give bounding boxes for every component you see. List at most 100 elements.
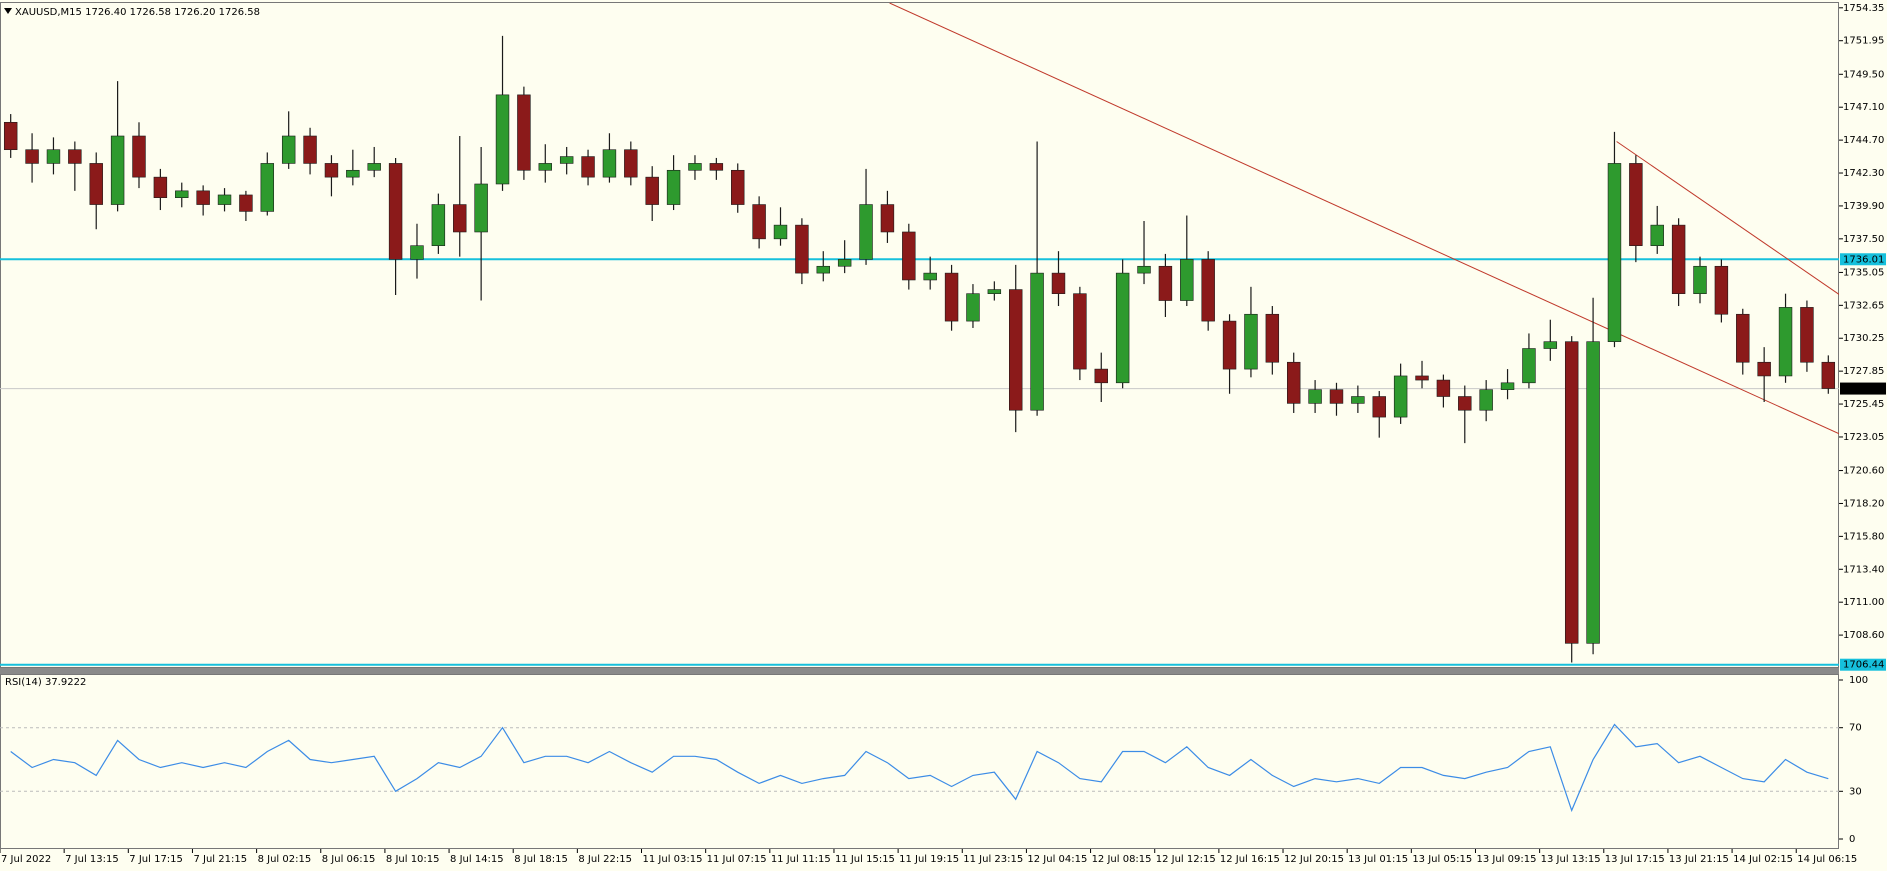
candle-body — [474, 183, 488, 233]
candle-body — [1500, 382, 1515, 390]
candle-body — [1479, 389, 1493, 411]
candle-body — [645, 176, 659, 205]
trend-line — [1616, 141, 1839, 295]
candle-body — [1329, 389, 1344, 404]
y-tick-label: 70 — [1849, 723, 1862, 734]
candle-body — [1564, 341, 1579, 644]
collapse-icon[interactable] — [4, 8, 12, 14]
x-tick-label: 11 Jul 03:15 — [643, 854, 703, 865]
symbol-header: XAUUSD,M15 1726.40 1726.58 1726.20 1726.… — [15, 7, 260, 18]
candle-body — [581, 156, 595, 178]
x-tick-label: 8 Jul 14:15 — [450, 854, 504, 865]
candle-body — [1607, 163, 1622, 342]
candle-body — [239, 194, 253, 212]
candle-body — [1821, 361, 1836, 389]
candle-body — [260, 163, 275, 212]
x-tick-label: 12 Jul 04:15 — [1027, 854, 1087, 865]
rsi-line — [10, 723, 1829, 813]
candle-body — [1671, 224, 1686, 294]
candle-body — [1629, 163, 1643, 246]
y-tick-label: 1754.35 — [1843, 3, 1884, 14]
candle-body — [1030, 272, 1044, 411]
trend-line — [889, 3, 1839, 435]
candle-body — [517, 94, 531, 171]
y-tick-label: 30 — [1849, 786, 1862, 797]
candle-body — [1415, 375, 1429, 381]
price-label: 1736.01 — [1843, 254, 1884, 265]
candle-body — [1115, 272, 1130, 384]
y-tick-label: 1737.50 — [1843, 234, 1884, 245]
x-tick-label: 7 Jul 13:15 — [65, 854, 119, 865]
candle-body — [602, 149, 617, 178]
candle-body — [773, 224, 788, 240]
candle-body — [367, 163, 381, 171]
x-tick-label: 8 Jul 22:15 — [578, 854, 632, 865]
candle-body — [752, 204, 766, 240]
candle-body — [1458, 396, 1472, 411]
candle-body — [1372, 396, 1386, 418]
candle-body — [1094, 368, 1108, 384]
candle-body — [709, 163, 724, 171]
candle-body — [1051, 272, 1066, 294]
y-tick-label: 1708.60 — [1843, 630, 1884, 641]
candle-body — [3, 121, 18, 151]
candle-body — [495, 94, 510, 185]
y-tick-label: 1735.05 — [1843, 267, 1884, 278]
candle-body — [944, 272, 959, 322]
candle-body — [837, 259, 852, 267]
candle-body — [1180, 259, 1194, 301]
x-tick-label: 14 Jul 02:15 — [1733, 854, 1793, 865]
candle-body — [281, 135, 296, 164]
x-tick-label: 12 Jul 08:15 — [1092, 854, 1152, 865]
y-tick-label: 1715.80 — [1843, 531, 1884, 542]
y-tick-label: 100 — [1849, 675, 1868, 686]
candle-body — [1693, 265, 1707, 294]
candle-body — [324, 163, 339, 178]
rsi-panel-frame — [0, 674, 1839, 849]
plot — [0, 3, 1839, 666]
y-tick-label: 1711.00 — [1843, 597, 1884, 608]
x-tick-label: 7 Jul 17:15 — [129, 854, 183, 865]
y-tick-label: 1732.65 — [1843, 300, 1884, 311]
x-tick-label: 13 Jul 01:15 — [1348, 854, 1408, 865]
candle-body — [303, 135, 317, 164]
candle-body — [110, 135, 125, 205]
candle-body — [1650, 224, 1664, 246]
candle-body — [46, 149, 61, 164]
candle-body — [987, 289, 1002, 294]
candle-body — [25, 149, 39, 164]
y-tick-label: 1718.20 — [1843, 498, 1884, 509]
candle-body — [1778, 307, 1793, 377]
candle-body — [1351, 396, 1365, 404]
y-tick-label: 0 — [1849, 834, 1855, 845]
y-tick-label: 1742.30 — [1843, 168, 1884, 179]
x-tick-label: 11 Jul 15:15 — [835, 854, 895, 865]
y-tick-label: 1739.90 — [1843, 201, 1884, 212]
candle-body — [1287, 361, 1301, 404]
price-label: 1706.44 — [1843, 660, 1884, 671]
price-label-box — [1840, 253, 1886, 266]
candle-body — [1158, 265, 1173, 301]
x-tick-label: 13 Jul 13:15 — [1541, 854, 1601, 865]
candle-body — [89, 163, 103, 205]
x-tick-label: 13 Jul 09:15 — [1476, 854, 1536, 865]
candle-body — [538, 163, 552, 171]
candle-body — [966, 293, 980, 322]
candle-body — [859, 204, 873, 260]
candle-body — [410, 245, 424, 260]
candle-body — [132, 135, 146, 178]
candle-body — [1222, 320, 1237, 370]
x-tick-label: 11 Jul 11:15 — [771, 854, 831, 865]
y-tick-label: 1747.10 — [1843, 102, 1884, 113]
candle-body — [1073, 293, 1087, 370]
candle-body — [1393, 375, 1408, 418]
x-tick-label: 8 Jul 18:15 — [514, 854, 568, 865]
y-tick-label: 1749.50 — [1843, 69, 1884, 80]
candle-body — [346, 169, 360, 178]
price-label: 1726.58 — [1843, 384, 1884, 395]
x-tick-label: 12 Jul 12:15 — [1156, 854, 1216, 865]
candle-body — [923, 272, 937, 281]
price-label-box — [1840, 658, 1886, 671]
candle-body — [1137, 265, 1151, 274]
